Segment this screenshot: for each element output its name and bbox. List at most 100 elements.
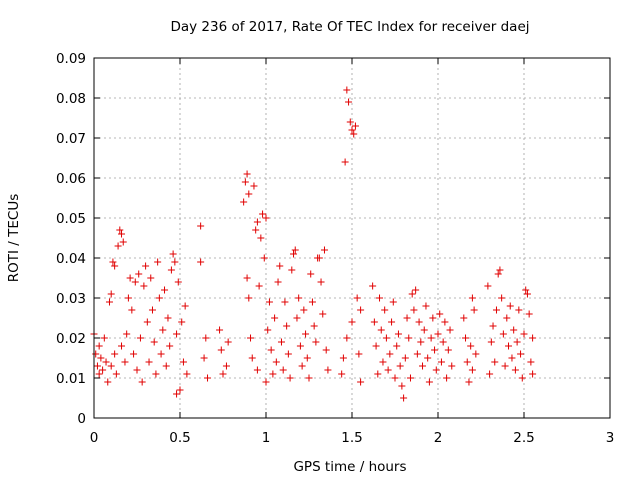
data-point xyxy=(305,374,313,382)
data-point xyxy=(111,350,119,358)
data-point xyxy=(489,322,497,330)
data-point xyxy=(515,306,523,314)
data-point xyxy=(374,370,382,378)
data-point xyxy=(434,330,442,338)
data-point xyxy=(370,318,378,326)
data-point xyxy=(310,322,318,330)
data-point xyxy=(529,370,537,378)
data-point xyxy=(338,370,346,378)
data-point xyxy=(317,278,325,286)
data-point xyxy=(513,338,521,346)
data-point xyxy=(523,290,531,298)
data-point xyxy=(105,298,113,306)
data-point xyxy=(401,354,409,362)
data-point xyxy=(308,298,316,306)
data-point xyxy=(253,366,261,374)
data-point xyxy=(446,326,454,334)
data-point xyxy=(140,282,148,290)
data-point xyxy=(377,326,385,334)
data-point xyxy=(152,370,160,378)
data-point xyxy=(290,250,298,258)
data-point xyxy=(522,286,530,294)
x-tick-label: 1.5 xyxy=(341,430,362,446)
y-axis-label: ROTI / TECUs xyxy=(6,194,22,282)
data-point xyxy=(138,378,146,386)
data-point xyxy=(150,338,158,346)
data-point xyxy=(437,358,445,366)
data-point xyxy=(126,274,134,282)
data-point xyxy=(245,190,253,198)
data-point xyxy=(382,334,390,342)
data-point xyxy=(319,310,327,318)
data-point xyxy=(486,370,494,378)
data-point xyxy=(283,322,291,330)
y-tick-label: 0.02 xyxy=(56,331,86,347)
data-point xyxy=(119,238,127,246)
data-point xyxy=(154,258,162,266)
data-point xyxy=(95,342,103,350)
data-point xyxy=(346,118,354,126)
data-point xyxy=(357,378,365,386)
data-point xyxy=(425,378,433,386)
data-points xyxy=(90,86,537,402)
data-point xyxy=(178,318,186,326)
data-point xyxy=(518,374,526,382)
data-point xyxy=(441,318,449,326)
data-point xyxy=(424,354,432,362)
data-point xyxy=(386,350,394,358)
data-point xyxy=(394,330,402,338)
data-point xyxy=(384,366,392,374)
data-point xyxy=(302,330,310,338)
data-point xyxy=(118,342,126,350)
x-tick-label: 0 xyxy=(90,430,99,446)
data-point xyxy=(506,302,514,310)
data-point xyxy=(439,338,447,346)
data-point xyxy=(147,274,155,282)
data-point xyxy=(403,314,411,322)
data-point xyxy=(217,346,225,354)
data-point xyxy=(252,226,260,234)
data-point xyxy=(398,382,406,390)
data-point xyxy=(376,294,384,302)
data-point xyxy=(148,306,156,314)
data-point xyxy=(255,282,263,290)
data-point xyxy=(124,294,132,302)
data-point xyxy=(463,358,471,366)
data-point xyxy=(262,378,270,386)
data-point xyxy=(510,326,518,334)
chart-title: Day 236 of 2017, Rate Of TEC Index for r… xyxy=(170,19,529,35)
data-point xyxy=(400,394,408,402)
data-point xyxy=(219,370,227,378)
y-tick-label: 0.01 xyxy=(56,371,86,387)
y-tick-label: 0 xyxy=(77,411,86,427)
data-point xyxy=(157,350,165,358)
data-point xyxy=(369,282,377,290)
y-tick-label: 0.08 xyxy=(56,91,86,107)
data-point xyxy=(525,310,533,318)
data-point xyxy=(499,330,507,338)
x-tick-label: 1 xyxy=(262,430,271,446)
data-point xyxy=(468,366,476,374)
data-point xyxy=(422,302,430,310)
data-point xyxy=(281,298,289,306)
data-point xyxy=(420,326,428,334)
data-point xyxy=(389,298,397,306)
data-point xyxy=(501,362,509,370)
data-point xyxy=(269,370,277,378)
data-point xyxy=(164,314,172,322)
data-point xyxy=(300,306,308,314)
data-point xyxy=(107,362,115,370)
plot-frame xyxy=(93,57,611,419)
data-point xyxy=(253,218,261,226)
data-point xyxy=(436,310,444,318)
data-point xyxy=(257,234,265,242)
y-tick-label: 0.03 xyxy=(56,291,86,307)
data-point xyxy=(262,214,270,222)
data-point xyxy=(260,254,268,262)
data-point xyxy=(396,362,404,370)
data-point xyxy=(95,370,103,378)
data-point xyxy=(264,326,272,334)
data-point xyxy=(465,378,473,386)
data-point xyxy=(159,326,167,334)
